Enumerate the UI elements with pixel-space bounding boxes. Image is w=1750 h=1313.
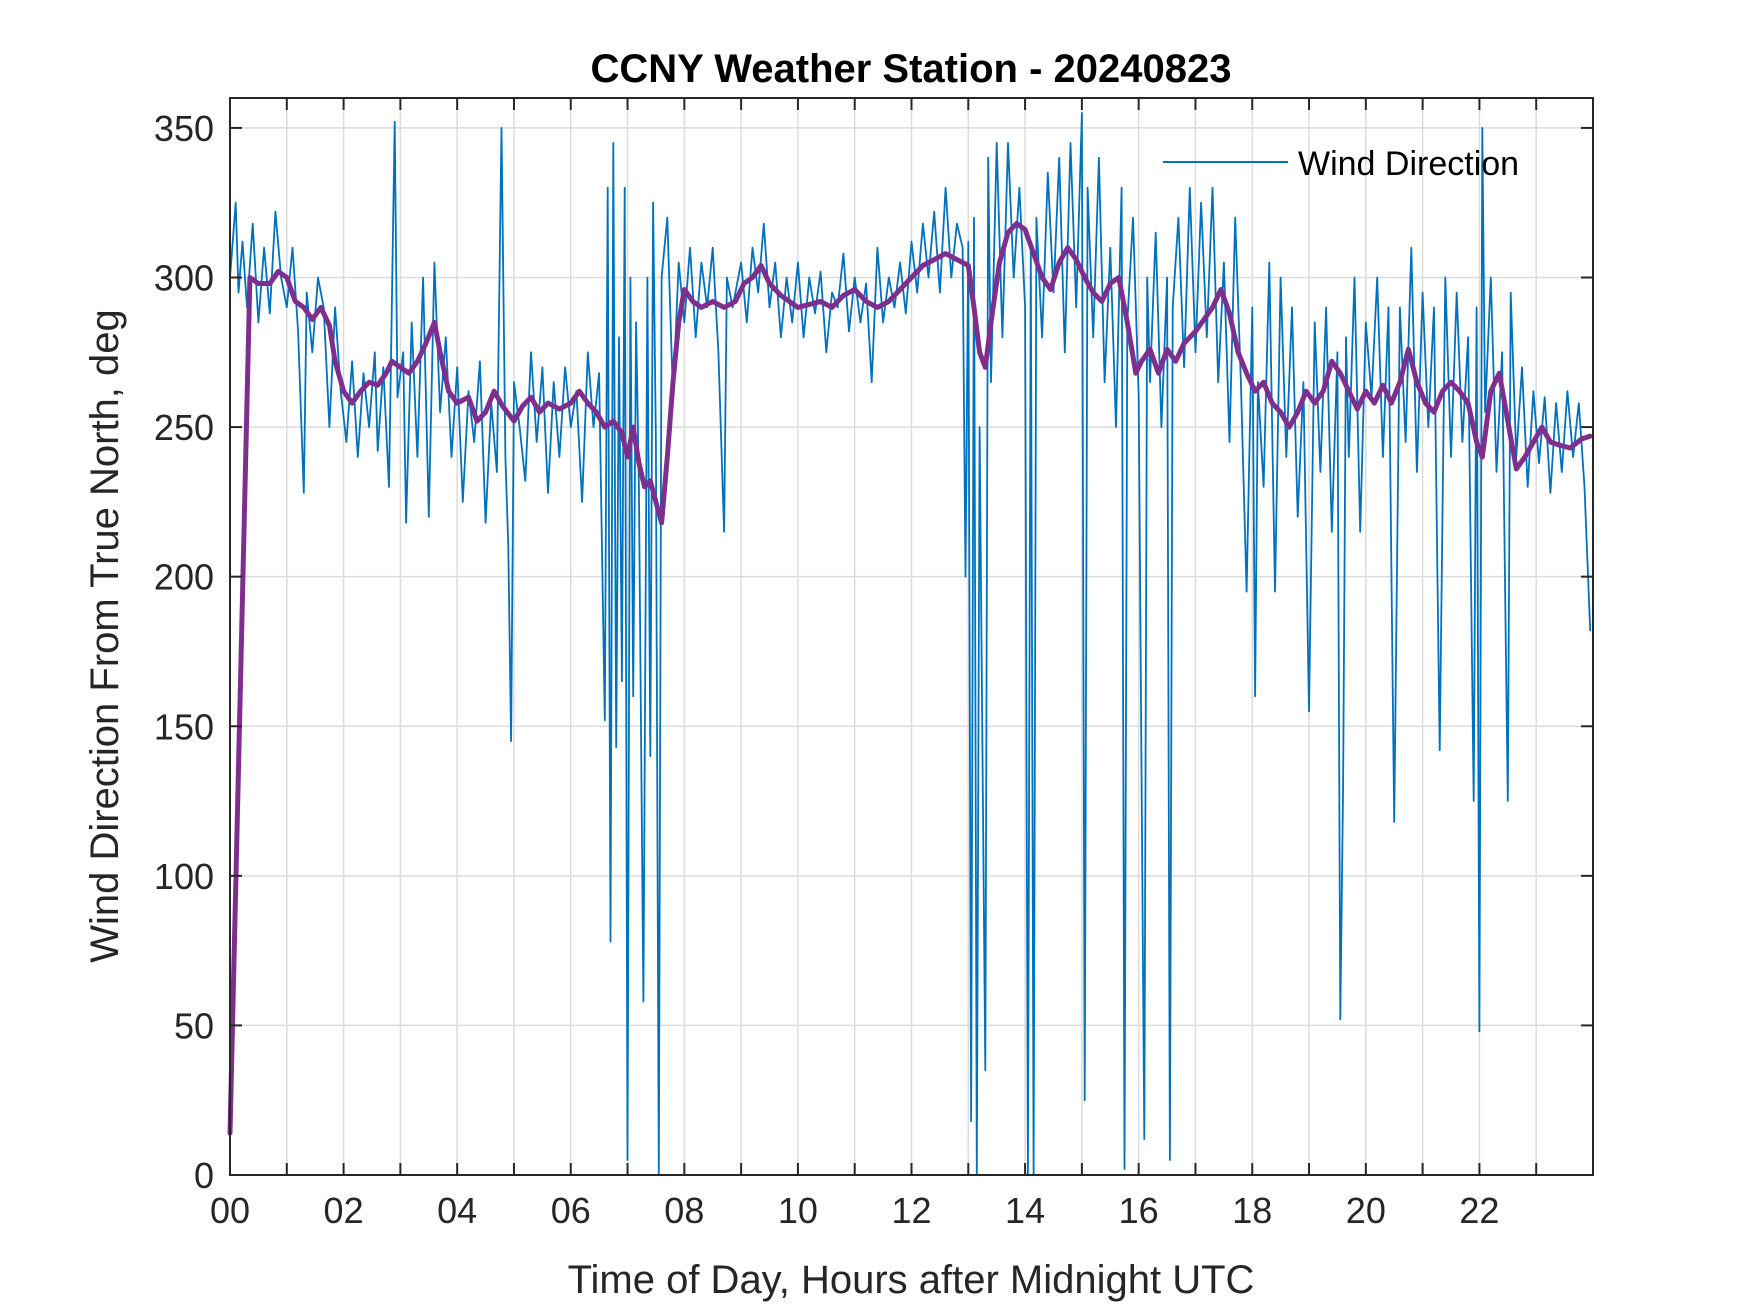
x-tick-label: 20	[1346, 1190, 1386, 1231]
x-tick-label: 08	[664, 1190, 704, 1231]
x-axis-label: Time of Day, Hours after Midnight UTC	[568, 1258, 1255, 1302]
y-axis-label: Wind Direction From True North, deg	[83, 309, 127, 963]
y-tick-label: 300	[154, 258, 214, 299]
y-tick-label: 50	[174, 1005, 214, 1046]
tick-labels: 00 02 04 06 08 10 12 14 16 18 20 22 0 50 100 150 200 250 3…	[154, 108, 1500, 1231]
series-layer	[227, 112, 1593, 1176]
y-tick-label: 0	[194, 1155, 214, 1196]
x-tick-label: 14	[1005, 1190, 1045, 1231]
y-tick-label: 350	[154, 108, 214, 149]
grid-lines	[230, 98, 1593, 1175]
legend: Wind Direction	[1163, 145, 1519, 183]
x-tick-label: 22	[1459, 1190, 1499, 1231]
x-tick-label: 02	[324, 1190, 364, 1231]
legend-label-wind-direction: Wind Direction	[1298, 145, 1519, 183]
y-tick-label: 150	[154, 706, 214, 747]
series-line-running-average	[227, 221, 1593, 1136]
x-tick-label: 00	[210, 1190, 250, 1231]
y-tick-label: 200	[154, 557, 214, 598]
series-line-wind-direction	[229, 112, 1592, 1176]
x-tick-label: 18	[1232, 1190, 1272, 1231]
y-tick-label: 250	[154, 407, 214, 448]
x-tick-label: 10	[778, 1190, 818, 1231]
x-tick-label: 16	[1119, 1190, 1159, 1231]
y-tick-label: 100	[154, 856, 214, 897]
chart-title: CCNY Weather Station - 20240823	[591, 47, 1232, 91]
x-tick-label: 12	[891, 1190, 931, 1231]
x-tick-label: 06	[551, 1190, 591, 1231]
x-tick-label: 04	[437, 1190, 477, 1231]
axis-ticks	[230, 98, 1593, 1176]
